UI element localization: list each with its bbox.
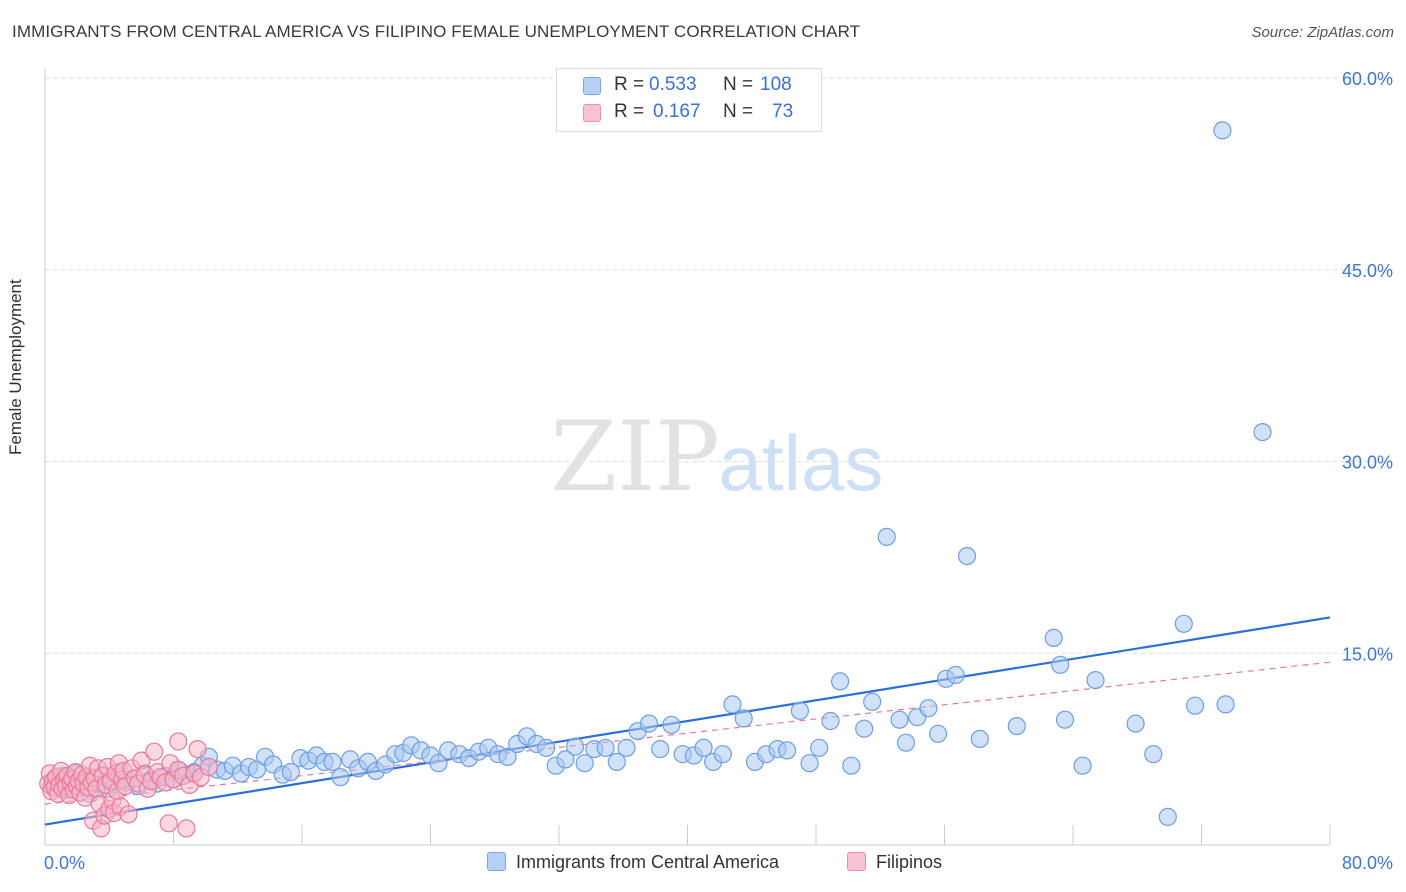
data-points bbox=[39, 121, 1272, 838]
swatch-blue bbox=[583, 77, 601, 95]
point-central-america bbox=[1086, 670, 1105, 690]
point-central-america bbox=[1213, 121, 1232, 140]
point-central-america bbox=[596, 738, 615, 757]
point-central-america bbox=[1144, 745, 1163, 764]
point-filipinos bbox=[145, 742, 164, 761]
x-tick-label: 80.0% bbox=[1342, 853, 1393, 873]
point-central-america bbox=[1158, 807, 1177, 827]
point-central-america bbox=[651, 739, 670, 759]
point-central-america bbox=[830, 672, 850, 691]
point-central-america bbox=[1126, 714, 1145, 733]
point-central-america bbox=[537, 738, 556, 757]
point-central-america bbox=[946, 665, 965, 685]
point-central-america bbox=[855, 719, 874, 738]
y-axis-title: Female Unemployment bbox=[6, 279, 25, 455]
point-central-america bbox=[694, 738, 713, 757]
point-central-america bbox=[247, 760, 267, 779]
point-central-america bbox=[1185, 696, 1205, 715]
point-central-america bbox=[1216, 695, 1235, 714]
point-central-america bbox=[639, 714, 659, 733]
point-central-america bbox=[662, 715, 681, 734]
point-central-america bbox=[928, 724, 948, 743]
watermark-zip: ZIP bbox=[550, 401, 719, 513]
watermark-atlas: atlas bbox=[719, 419, 884, 507]
r-value: 0.533 bbox=[649, 74, 697, 95]
point-central-america bbox=[565, 737, 585, 756]
r-value: 0.167 bbox=[653, 101, 701, 122]
n-label: N = bbox=[723, 74, 754, 95]
point-central-america bbox=[281, 762, 300, 782]
n-label: N = bbox=[723, 101, 754, 122]
point-central-america bbox=[1055, 710, 1075, 729]
trend-line-central-america bbox=[44, 616, 1331, 826]
y-tick-label: 15.0% bbox=[1342, 644, 1393, 664]
n-value: 108 bbox=[760, 74, 792, 95]
n-value: 73 bbox=[772, 101, 794, 122]
point-central-america bbox=[723, 695, 742, 714]
chart-title: IMMIGRANTS FROM CENTRAL AMERICA VS FILIP… bbox=[12, 22, 861, 41]
point-central-america bbox=[556, 750, 575, 769]
trend-lines bbox=[44, 616, 1331, 826]
point-filipinos bbox=[119, 805, 138, 824]
tick-labels: 15.0% 30.0% 45.0% 60.0% 0.0% 80.0% bbox=[44, 69, 1393, 873]
point-central-america bbox=[790, 701, 810, 720]
watermark: ZIP atlas bbox=[550, 401, 883, 513]
point-central-america bbox=[957, 546, 977, 566]
source-credit: Source: ZipAtlas.com bbox=[1251, 24, 1394, 41]
point-central-america bbox=[331, 768, 350, 787]
legend-label: Filipinos bbox=[876, 852, 943, 872]
point-central-america bbox=[821, 711, 840, 731]
point-central-america bbox=[323, 752, 342, 772]
legend-swatch-blue bbox=[487, 852, 506, 871]
point-central-america bbox=[1007, 716, 1026, 736]
r-label: R = bbox=[614, 74, 645, 95]
x-tick-label: 0.0% bbox=[44, 853, 85, 873]
point-central-america bbox=[877, 527, 896, 547]
point-central-america bbox=[890, 710, 909, 729]
point-central-america bbox=[863, 692, 882, 711]
point-central-america bbox=[575, 754, 594, 773]
point-central-america bbox=[607, 752, 626, 772]
point-filipinos bbox=[159, 814, 178, 833]
point-central-america bbox=[734, 709, 753, 728]
legend-item-central-america: Immigrants from Central America bbox=[487, 852, 779, 873]
point-filipinos bbox=[199, 757, 218, 777]
stats-box: R = 0.533 N = 108 R = 0.167 N = 73 bbox=[556, 68, 822, 132]
trend-line-filipinos bbox=[44, 661, 1331, 805]
y-tick-label: 45.0% bbox=[1342, 261, 1393, 281]
point-central-america bbox=[1073, 756, 1092, 775]
point-filipinos bbox=[169, 732, 188, 751]
point-central-america bbox=[1253, 423, 1272, 442]
gridlines bbox=[45, 77, 1393, 654]
point-filipinos bbox=[177, 819, 196, 838]
point-central-america bbox=[1044, 628, 1063, 648]
point-central-america bbox=[1174, 614, 1193, 633]
swatch-pink bbox=[583, 104, 601, 122]
point-central-america bbox=[810, 738, 829, 757]
point-central-america bbox=[800, 754, 819, 773]
r-label: R = bbox=[614, 101, 645, 122]
point-central-america bbox=[842, 756, 861, 775]
point-central-america bbox=[713, 745, 732, 764]
y-tick-label: 60.0% bbox=[1342, 69, 1393, 89]
axes bbox=[44, 68, 1331, 846]
point-central-america bbox=[919, 699, 938, 718]
point-filipinos bbox=[188, 739, 207, 759]
point-central-america bbox=[617, 738, 636, 757]
legend-item-filipinos: Filipinos bbox=[847, 852, 942, 873]
point-central-america bbox=[429, 754, 448, 773]
legend-label: Immigrants from Central America bbox=[516, 852, 780, 872]
legend-swatch-pink bbox=[847, 852, 866, 871]
y-tick-label: 30.0% bbox=[1342, 453, 1393, 473]
point-central-america bbox=[970, 729, 989, 749]
point-central-america bbox=[498, 747, 517, 766]
point-central-america bbox=[1051, 655, 1070, 674]
point-central-america bbox=[896, 733, 916, 752]
point-central-america bbox=[777, 741, 797, 760]
